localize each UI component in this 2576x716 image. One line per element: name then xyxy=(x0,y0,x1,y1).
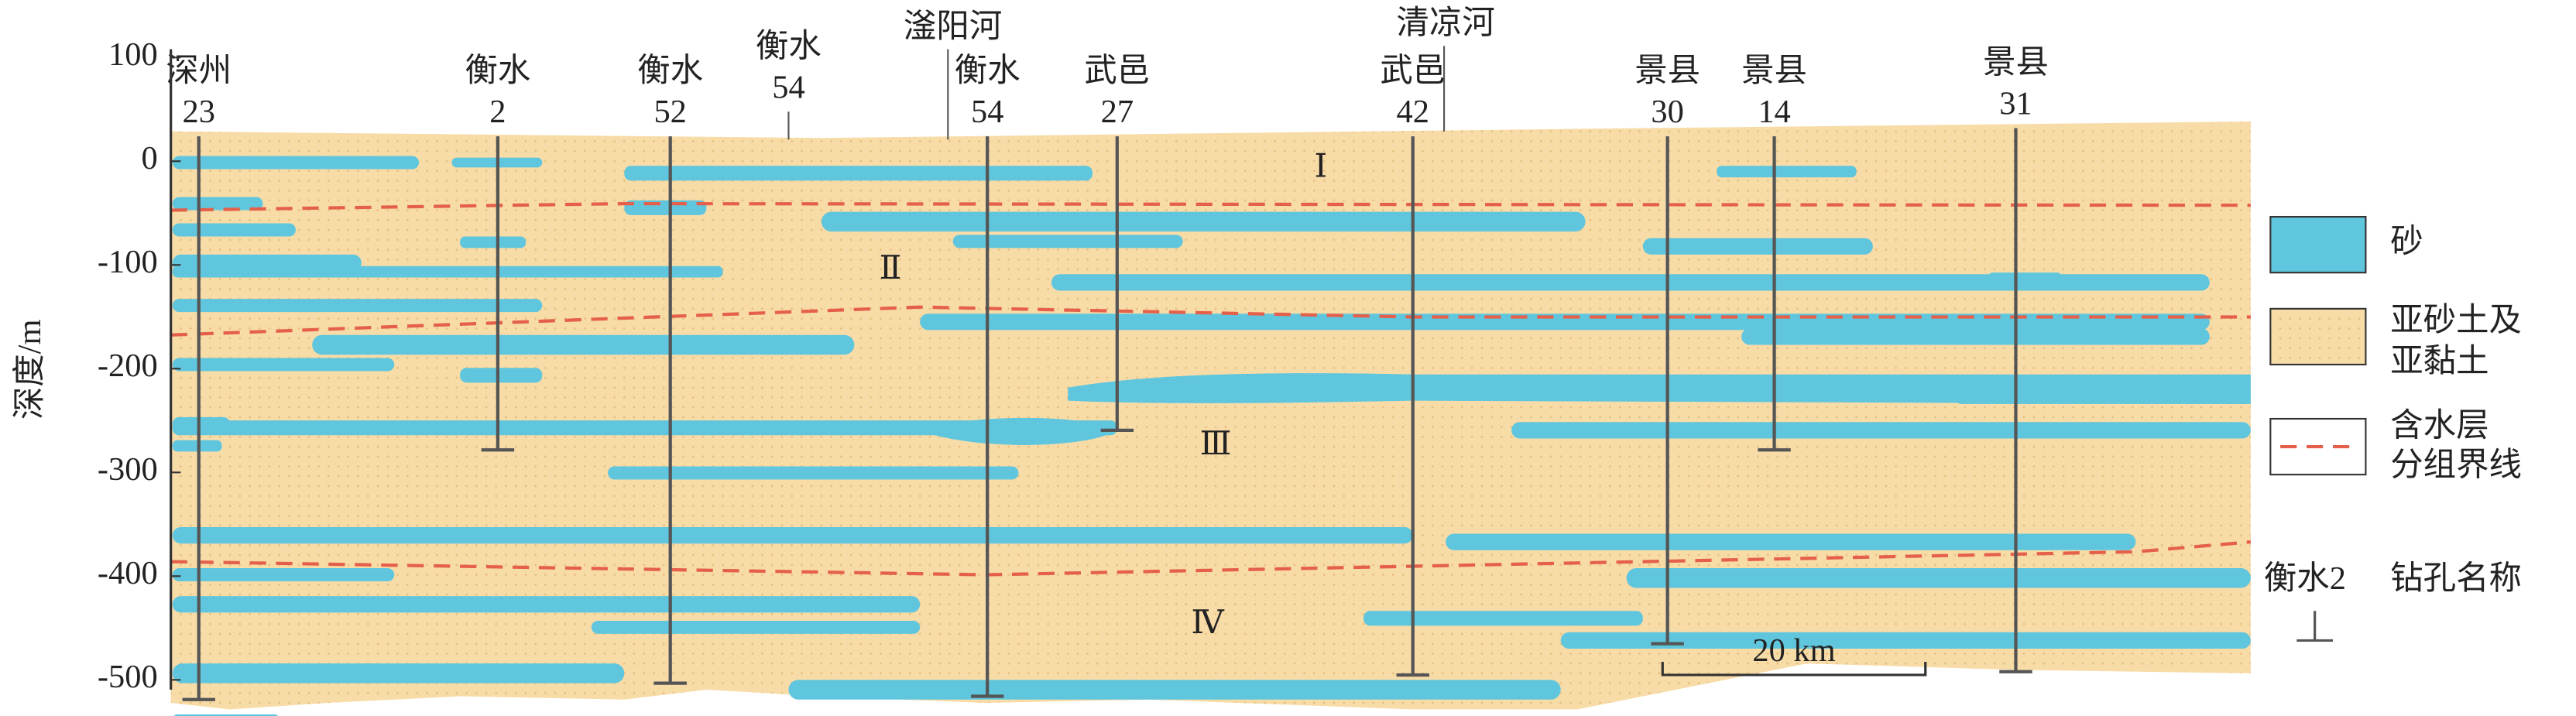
legend-symbol: 衡水2 xyxy=(2264,560,2346,597)
y-tick-label: -300 xyxy=(98,451,158,488)
borehole-number: 54 xyxy=(772,69,804,105)
borehole-county: 景县 xyxy=(1983,45,2049,81)
legend: 砂 亚砂土及 亚黏土 含水层 分组界线 衡水2 钻孔名称 xyxy=(2264,215,2522,642)
river: 滏阳河 xyxy=(904,9,1002,45)
aquifer-boundaries xyxy=(170,201,2252,577)
y-tick-label: -100 xyxy=(98,244,158,280)
legend-swatch xyxy=(2269,215,2367,274)
y-tick-label: -500 xyxy=(98,659,158,695)
y-tick-label: 100 xyxy=(108,36,158,73)
borehole-county: 景县 xyxy=(1634,53,1700,89)
borehole-county: 武邑 xyxy=(1084,53,1150,89)
boreholes: 深州 23 衡水 2 衡水 52 衡水 54 衡水 54 武邑 27 武邑 42 景县 30 景县 14 景县 31 xyxy=(166,28,2049,701)
borehole-number: 54 xyxy=(971,94,1003,130)
scale-label: 20 km xyxy=(1752,632,1835,669)
zone: Ⅱ xyxy=(880,250,902,286)
legend-label: 分组界线 xyxy=(2390,447,2522,483)
borehole-number: 30 xyxy=(1651,94,1683,130)
legend-label: 亚黏土 xyxy=(2390,344,2489,380)
borehole-county: 深州 xyxy=(166,53,232,89)
borehole-county: 景县 xyxy=(1741,53,1807,89)
legend-swatch xyxy=(2296,611,2333,642)
y-tick-label: 0 xyxy=(141,140,157,176)
axis-label: 深度/m xyxy=(12,320,48,420)
zone: Ⅲ xyxy=(1200,426,1232,462)
borehole-number: 2 xyxy=(489,94,506,130)
legend-label: 含水层 xyxy=(2390,407,2489,444)
borehole-number: 42 xyxy=(1397,94,1429,130)
legend-swatch xyxy=(2269,307,2367,366)
borehole-county: 武邑 xyxy=(1380,53,1446,89)
borehole-county: 衡水 xyxy=(955,53,1020,89)
borehole-number: 14 xyxy=(1758,94,1790,130)
zone: Ⅳ xyxy=(1191,605,1224,641)
y-tick-label: -400 xyxy=(98,555,158,591)
borehole-county: 衡水 xyxy=(756,28,822,64)
zone: Ⅰ xyxy=(1315,148,1328,184)
borehole-number: 31 xyxy=(1999,86,2032,122)
borehole-number: 52 xyxy=(653,94,686,130)
river: 清凉河 xyxy=(1397,5,1495,42)
legend-label: 亚砂土及 xyxy=(2390,303,2522,339)
legend-label: 砂 xyxy=(2390,224,2423,260)
y-tick-label: -200 xyxy=(98,348,158,384)
scale-bar: 20 km xyxy=(1661,632,1927,677)
borehole-number: 23 xyxy=(183,94,215,130)
legend-label: 钻孔名称 xyxy=(2390,560,2522,597)
borehole-county: 衡水 xyxy=(465,53,530,89)
sand-lenses xyxy=(172,156,2251,716)
borehole-county: 衡水 xyxy=(637,53,703,89)
borehole-number: 27 xyxy=(1101,94,1134,130)
